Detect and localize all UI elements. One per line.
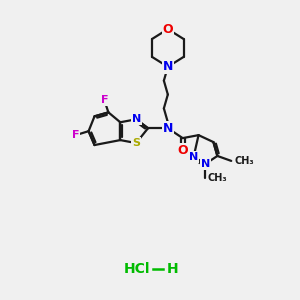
Text: S: S [132, 138, 140, 148]
Text: F: F [72, 130, 80, 140]
Text: N: N [163, 122, 173, 135]
Text: N: N [163, 60, 173, 73]
Text: CH₃: CH₃ [234, 156, 254, 166]
Text: N: N [201, 159, 210, 169]
Text: CH₃: CH₃ [208, 173, 227, 183]
Text: H: H [167, 262, 178, 276]
Text: HCl: HCl [124, 262, 150, 276]
Text: O: O [177, 145, 188, 158]
Text: F: F [101, 95, 108, 106]
Text: O: O [163, 22, 173, 36]
Text: N: N [131, 114, 141, 124]
Text: N: N [189, 152, 198, 162]
